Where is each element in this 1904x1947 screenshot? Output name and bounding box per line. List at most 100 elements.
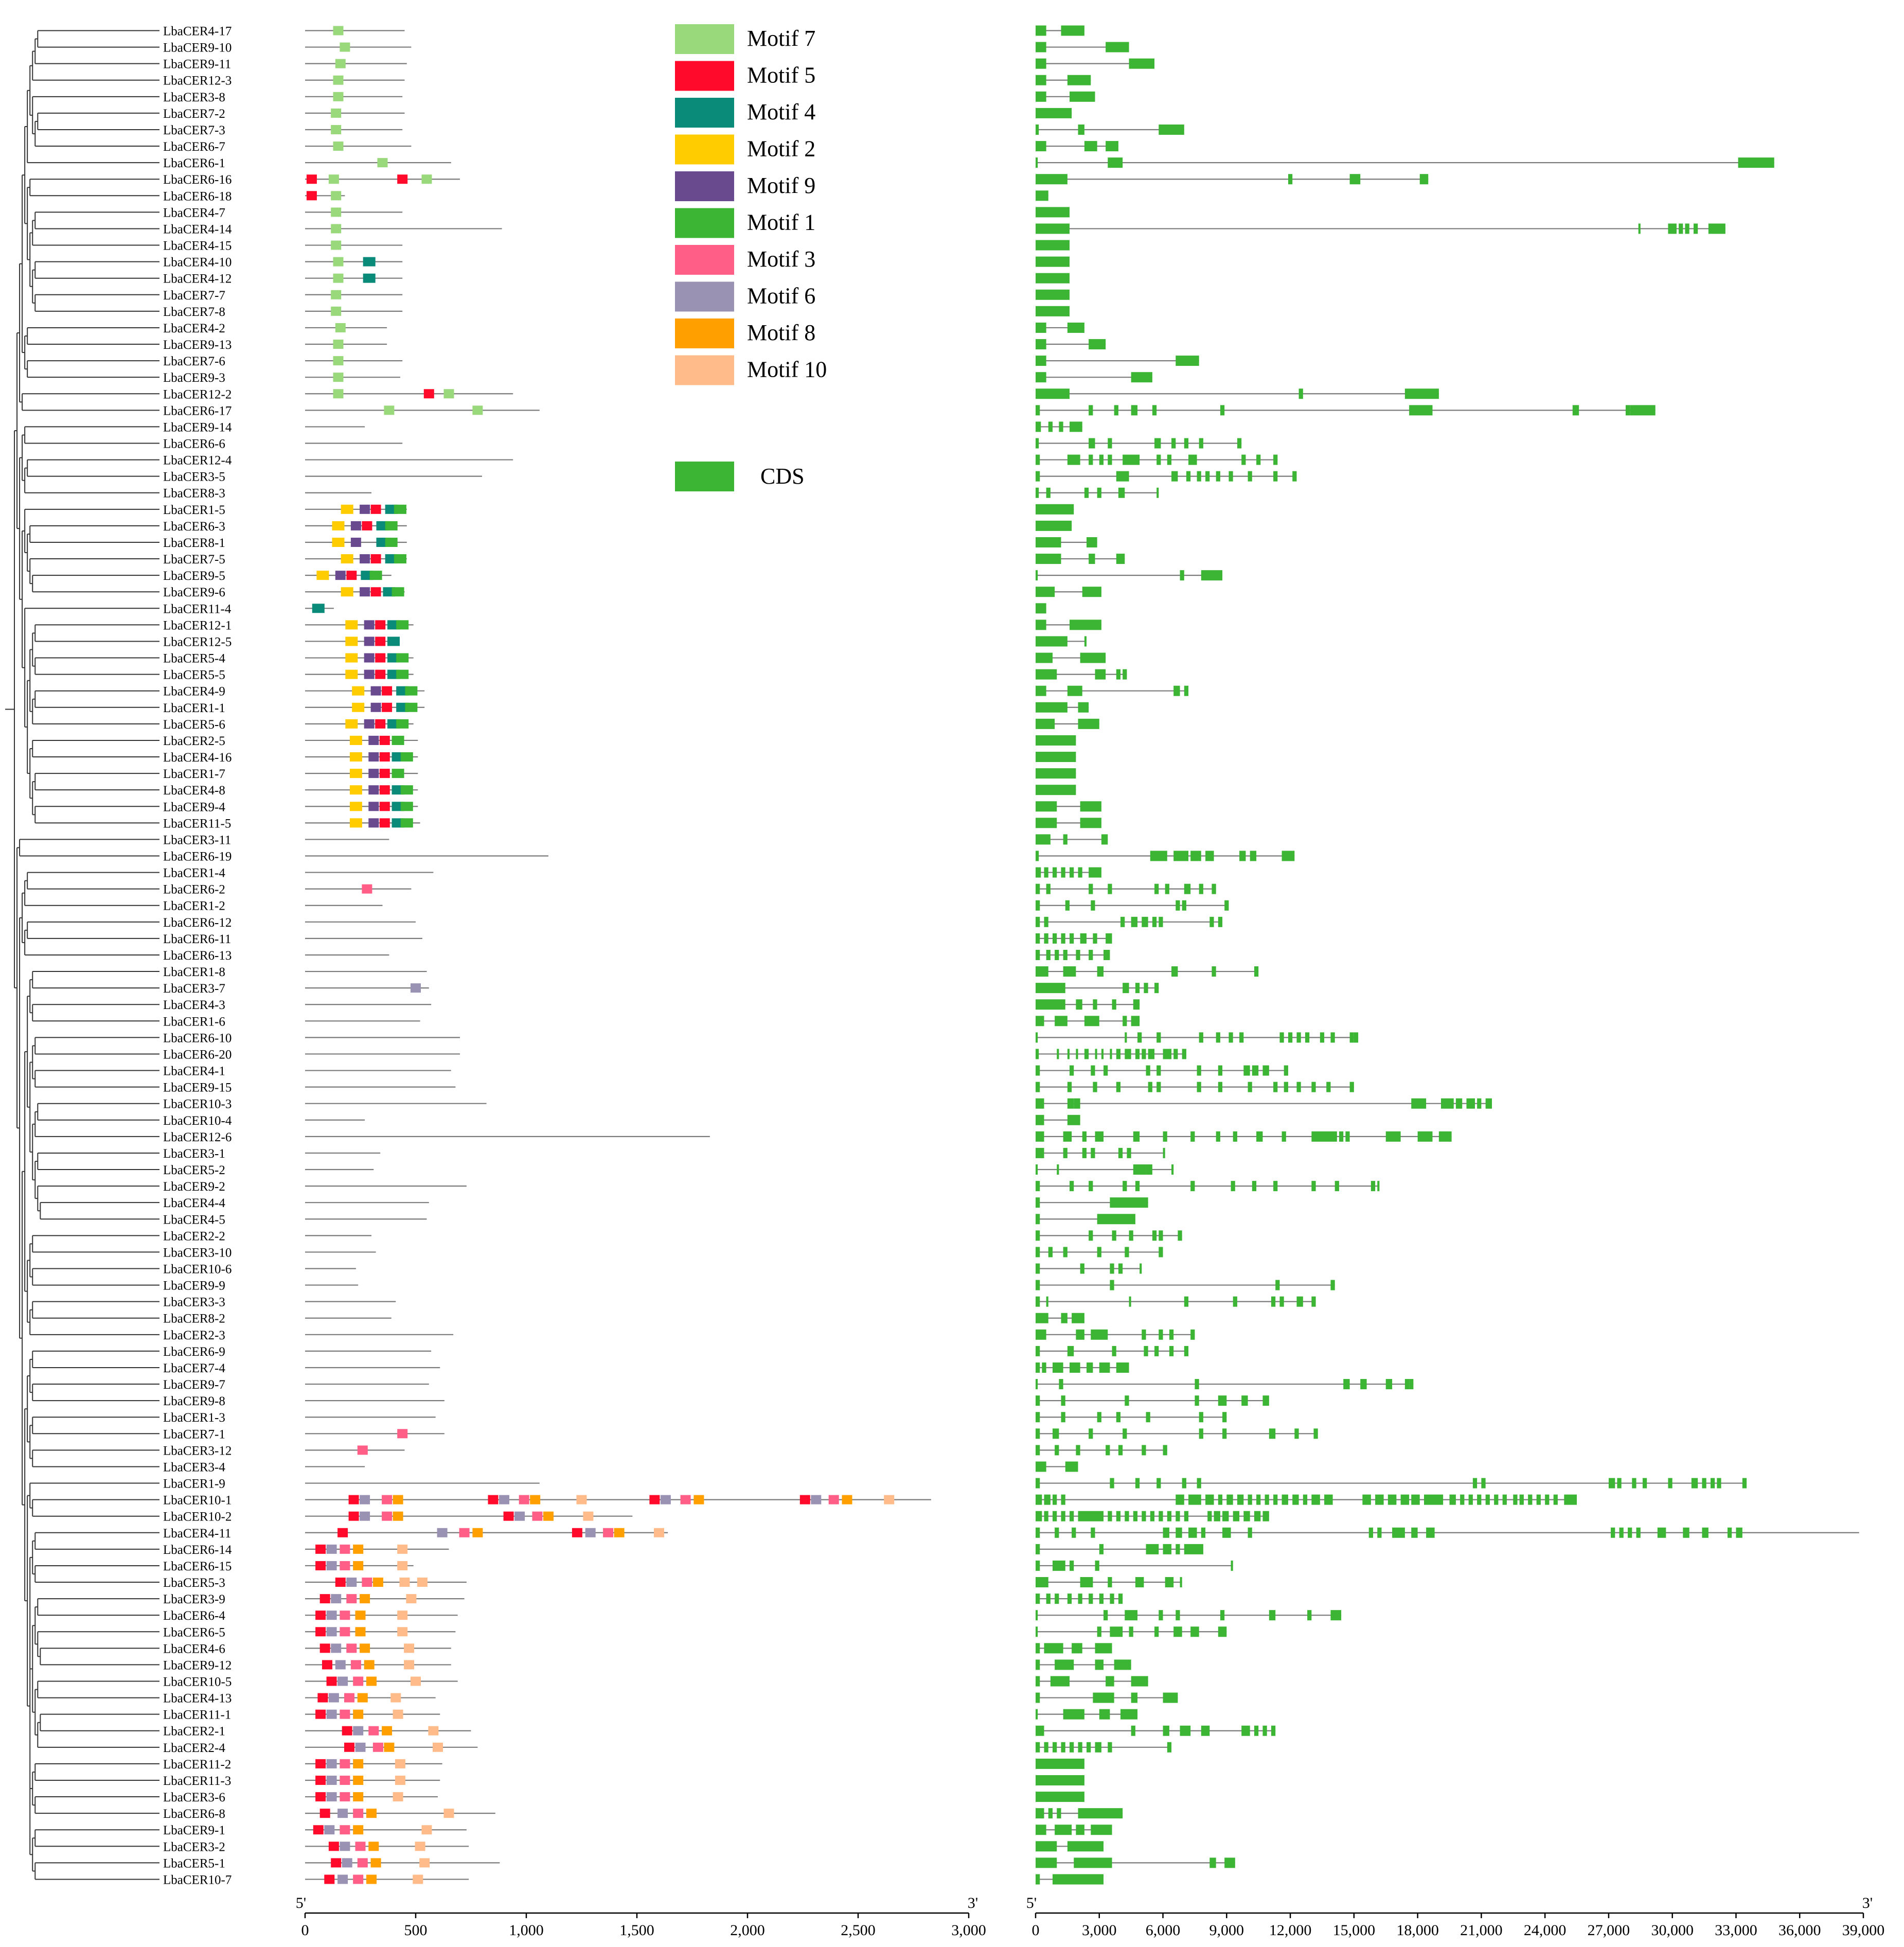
motif-box-m5	[324, 1874, 335, 1884]
cds-box	[1129, 58, 1155, 69]
cds-box	[1046, 487, 1051, 498]
cds-box	[1072, 1313, 1084, 1323]
gene-label: LbaCER3-3	[163, 1296, 225, 1309]
legend-label-m8: Motif 8	[747, 320, 815, 345]
motif-box-m5	[370, 587, 381, 597]
gene-label: LbaCER12-6	[163, 1130, 232, 1144]
cds-box	[1195, 1395, 1199, 1406]
motif-box-m6	[514, 1511, 525, 1521]
cds-box	[1190, 1329, 1195, 1340]
motif-box-m2	[345, 620, 358, 630]
gene-label: LbaCER5-5	[163, 668, 225, 682]
motif-box-m10	[390, 1693, 401, 1703]
motif-box-m9	[335, 571, 346, 580]
cds-box	[1385, 1131, 1401, 1142]
cds-box	[1254, 1725, 1259, 1736]
cds-box	[1269, 1610, 1276, 1621]
cds-box	[1036, 421, 1041, 432]
gene-label: LbaCER1-3	[163, 1411, 225, 1425]
cds-box	[1284, 1065, 1288, 1076]
motif-box-m5	[319, 1643, 330, 1653]
cds-box	[1311, 1082, 1316, 1092]
cds-box	[1169, 1346, 1174, 1356]
motif-box-m5	[319, 1594, 330, 1604]
cds-box	[1036, 1313, 1048, 1323]
motif-box-m7	[331, 240, 342, 250]
motif-box-m3	[340, 1561, 350, 1570]
motif-box-m3	[340, 1775, 350, 1785]
gene-label: LbaCER6-15	[163, 1560, 232, 1573]
cds-box	[1148, 1049, 1155, 1059]
gene-label: LbaCER3-11	[163, 833, 231, 847]
cds-box	[1036, 1280, 1040, 1290]
cds-box	[1046, 1296, 1048, 1307]
cds-box	[1087, 537, 1097, 547]
cds-box	[1108, 883, 1112, 894]
gene-label: LbaCER12-5	[163, 635, 232, 649]
gene-label: LbaCER8-1	[163, 536, 225, 550]
motif-box-m5	[317, 1693, 328, 1703]
cds-box	[1343, 1379, 1350, 1390]
motif-box-m5	[379, 785, 390, 795]
cds-box	[1036, 1247, 1040, 1258]
cds-box	[1190, 851, 1201, 861]
cds-box	[1180, 1725, 1191, 1736]
cds-box	[1303, 1494, 1308, 1505]
motif-box-m6	[326, 1709, 337, 1719]
gene-label: LbaCER12-1	[163, 618, 232, 632]
legend-label-m10: Motif 10	[747, 357, 827, 382]
cds-box	[1089, 1428, 1093, 1439]
cds-box	[1036, 256, 1070, 267]
gene-tick-label: 0	[1032, 1922, 1040, 1939]
motif-box-m8	[366, 1809, 377, 1818]
motif-box-m9	[368, 769, 379, 778]
cds-box	[1036, 620, 1046, 630]
cds-box	[1375, 1494, 1384, 1505]
cds-box	[1070, 91, 1095, 102]
cds-box	[1067, 1841, 1104, 1852]
motif-box-m5	[423, 389, 434, 399]
cds-box	[1089, 949, 1093, 960]
motif-box-m2	[332, 521, 345, 530]
cds-box	[1150, 851, 1167, 861]
motif-box-m8	[366, 1874, 377, 1884]
cds-box	[1101, 834, 1108, 845]
motif-box-m9	[364, 719, 375, 729]
cds-box	[1284, 1082, 1288, 1092]
cds-box	[1036, 1560, 1040, 1571]
motif-box-m7	[472, 405, 483, 415]
motif-box-m8	[842, 1495, 852, 1504]
motif-box-m10	[397, 1627, 408, 1637]
cds-box	[1536, 1494, 1541, 1505]
motif-box-m7	[333, 141, 344, 151]
motif-box-m6	[360, 1511, 370, 1521]
motif-box-m9	[370, 686, 381, 696]
cds-box	[1036, 768, 1076, 779]
cds-box	[1685, 223, 1689, 234]
motif-box-m5	[344, 1742, 354, 1752]
cds-box	[1059, 1379, 1063, 1390]
cds-box	[1218, 916, 1223, 927]
motif-box-m6	[342, 1858, 352, 1868]
motif-box-m6	[355, 1742, 366, 1752]
cds-box	[1197, 1478, 1201, 1489]
motif-box-m2	[349, 752, 362, 762]
cds-box	[1324, 1494, 1333, 1505]
motif-box-m2	[352, 702, 365, 712]
cds-box	[1466, 1098, 1475, 1109]
cds-box	[1036, 685, 1046, 696]
cds-box	[1273, 471, 1278, 482]
motif-box-m7	[328, 174, 339, 184]
cds-box	[1093, 933, 1097, 944]
cds-box	[1036, 983, 1065, 994]
cds-box	[1292, 1494, 1299, 1505]
cds-box	[1036, 1147, 1044, 1158]
cds-box	[1097, 1214, 1135, 1225]
cds-box	[1262, 1511, 1269, 1521]
cds-box	[1036, 1082, 1040, 1092]
motif-box-m5	[379, 802, 390, 811]
cds-box	[1199, 883, 1203, 894]
cds-box	[1282, 1494, 1288, 1505]
cds-box	[1076, 1825, 1084, 1835]
cds-box	[1156, 1032, 1161, 1043]
